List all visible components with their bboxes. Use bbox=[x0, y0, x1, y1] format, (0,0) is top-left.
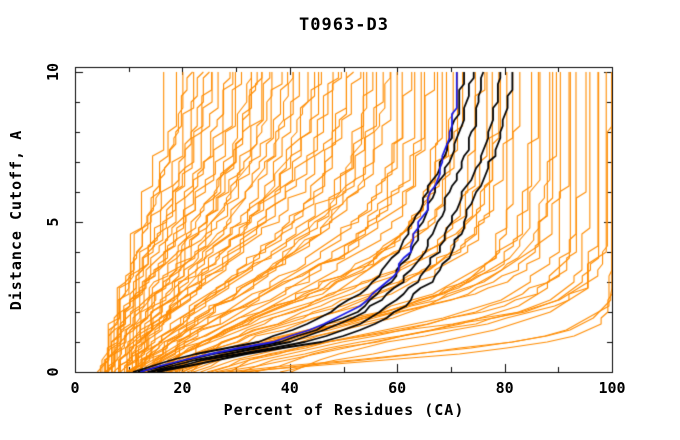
chart-title: T0963-D3 bbox=[299, 15, 389, 35]
x-tick-label: 0 bbox=[70, 379, 80, 397]
y-tick-label: 0 bbox=[44, 367, 62, 377]
x-tick-label: 40 bbox=[280, 379, 299, 397]
x-axis-label: Percent of Residues (CA) bbox=[223, 401, 465, 419]
x-tick-label: 60 bbox=[388, 379, 407, 397]
x-tick-label: 80 bbox=[495, 379, 514, 397]
x-tick-label: 20 bbox=[173, 379, 192, 397]
y-tick-label: 10 bbox=[44, 62, 62, 82]
x-tick-label: 100 bbox=[598, 379, 626, 397]
y-tick-label: 5 bbox=[44, 217, 62, 227]
y-axis-label: Distance Cutoff, A bbox=[7, 129, 25, 311]
